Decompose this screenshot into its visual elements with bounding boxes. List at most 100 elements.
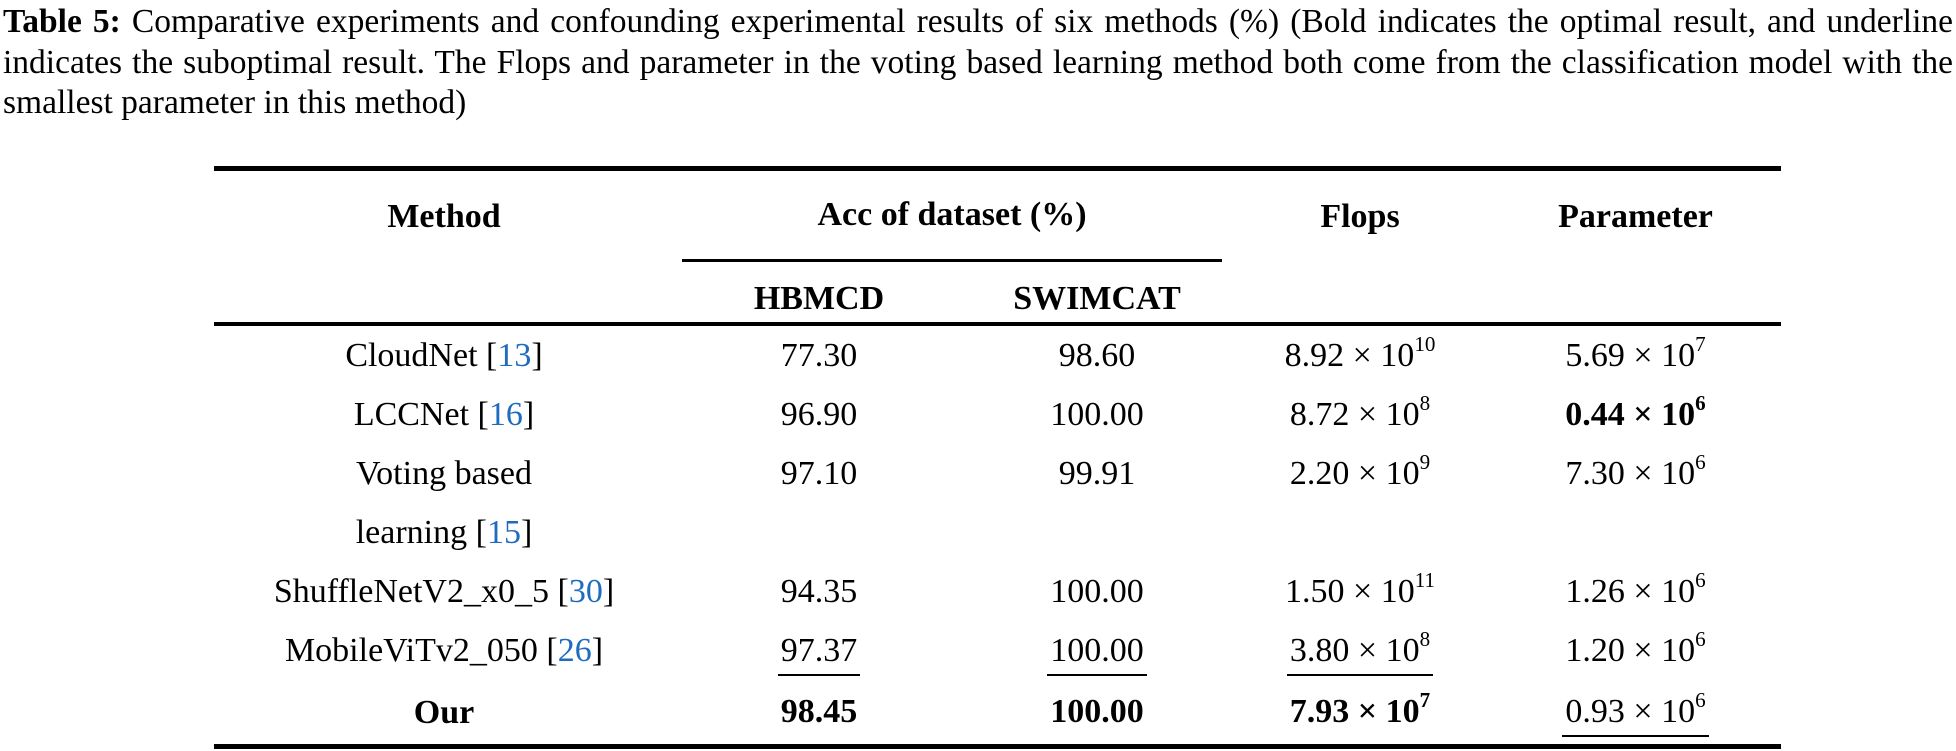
table-row: MobileViTv2_050 [26] 97.37 100.00 3.80 × 10… [214, 621, 1781, 680]
value: 8.92 × 1010 [1284, 332, 1436, 374]
flops-value-cell: 8.72 × 108 [1230, 385, 1490, 444]
parameter-value-cell: 5.69 × 107 [1490, 324, 1781, 385]
method-cell: CloudNet [13] [214, 324, 674, 385]
exponent: 8 [1419, 627, 1431, 652]
value: 3.80 × 108 [1286, 629, 1434, 676]
exponent: 6 [1695, 450, 1706, 475]
table-header: Method Acc of dataset (%) Flops Paramete… [214, 169, 1782, 326]
exponent: 7 [1419, 688, 1431, 713]
exponent: 7 [1695, 332, 1706, 357]
value: 1.26 × 106 [1565, 568, 1706, 610]
value: 100.00 [1050, 573, 1144, 610]
value: 1.20 × 106 [1565, 627, 1706, 669]
col-header-empty [1490, 262, 1782, 326]
method-label: Our [413, 693, 475, 731]
parameter-value-cell: 1.20 × 106 [1490, 621, 1781, 680]
flops-value-cell: 8.92 × 1010 [1230, 324, 1490, 385]
results-table: Method Acc of dataset (%) Flops Paramete… [214, 166, 1782, 749]
caption-label: Table 5: [3, 3, 121, 40]
hbmcd-value-cell: 97.37 [674, 621, 964, 680]
method-cell: Our [214, 680, 674, 747]
col-header-swimcat: SWIMCAT [964, 262, 1231, 326]
value: 100.00 [1050, 693, 1144, 730]
value: 98.60 [1058, 337, 1136, 374]
method-cell: MobileViTv2_050 [26] [214, 621, 674, 680]
exponent: 11 [1414, 568, 1435, 593]
method-cell: LCCNet [16] [214, 385, 674, 444]
hbmcd-value-cell: 94.35 [674, 562, 964, 621]
value: 99.91 [1058, 455, 1136, 492]
method-label: ShuffleNetV2_x0_5 [30] [273, 573, 615, 610]
citation-link[interactable]: 16 [488, 396, 523, 433]
col-header-flops: Flops [1320, 197, 1400, 235]
value: 5.69 × 107 [1565, 332, 1706, 374]
method-label: LCCNet [16] [353, 396, 535, 433]
method-label: CloudNet [13] [345, 337, 543, 374]
table-row: Voting based learning [15] 97.10 99.91 2.20 … [214, 444, 1781, 562]
col-header-empty [214, 262, 674, 326]
hbmcd-value-cell: 97.10 [674, 444, 964, 562]
value: 96.90 [780, 396, 858, 433]
value: 97.37 [777, 632, 861, 676]
citation-link[interactable]: 26 [557, 632, 592, 669]
value: 7.93 × 107 [1289, 688, 1431, 730]
exponent: 6 [1695, 688, 1706, 713]
table-row: ShuffleNetV2_x0_5 [30] 94.35 100.00 1.50 × … [214, 562, 1781, 621]
value: 98.45 [780, 693, 858, 730]
col-header-empty [1230, 262, 1491, 326]
exponent: 10 [1414, 332, 1436, 357]
value: 2.20 × 109 [1289, 450, 1431, 492]
flops-value-cell: 1.50 × 1011 [1230, 562, 1490, 621]
exponent: 6 [1695, 627, 1706, 652]
col-header-parameter: Parameter [1558, 197, 1713, 235]
col-header-hbmcd: HBMCD [674, 262, 964, 326]
value: 8.72 × 108 [1289, 391, 1431, 433]
exponent: 8 [1419, 391, 1431, 416]
value: 7.30 × 106 [1565, 450, 1706, 492]
value: 77.30 [780, 337, 858, 374]
flops-value-cell: 3.80 × 108 [1230, 621, 1490, 680]
method-cell: Voting based learning [15] [214, 444, 674, 562]
citation-link[interactable]: 30 [568, 573, 603, 610]
value: 94.35 [780, 573, 858, 610]
value: 100.00 [1050, 396, 1144, 433]
method-label: Voting based [356, 455, 532, 492]
value: 0.93 × 106 [1562, 690, 1709, 737]
method-label: learning [15] [355, 514, 533, 551]
table-row: Our 98.45 100.00 7.93 × 107 0.93 × 106 [214, 680, 1781, 747]
swimcat-value-cell: 100.00 [964, 621, 1230, 680]
exponent: 6 [1695, 391, 1706, 416]
parameter-value-cell: 7.30 × 106 [1490, 444, 1781, 562]
citation-link[interactable]: 13 [497, 337, 532, 374]
caption-text: Comparative experiments and confounding … [3, 3, 1953, 121]
hbmcd-value-cell: 98.45 [674, 680, 964, 747]
col-header-method: Method [387, 197, 501, 235]
swimcat-value-cell: 100.00 [964, 562, 1230, 621]
table-caption: Table 5: Comparative experiments and con… [3, 2, 1953, 124]
swimcat-value-cell: 100.00 [964, 680, 1230, 747]
table-row: CloudNet [13] 77.30 98.60 8.92 × 1010 5.69 ×… [214, 324, 1781, 385]
parameter-value-cell: 0.93 × 106 [1490, 680, 1781, 747]
swimcat-value-cell: 100.00 [964, 385, 1230, 444]
hbmcd-value-cell: 77.30 [674, 324, 964, 385]
parameter-value-cell: 0.44 × 106 [1490, 385, 1781, 444]
exponent: 9 [1419, 450, 1431, 475]
exponent: 6 [1695, 568, 1706, 593]
hbmcd-value-cell: 96.90 [674, 385, 964, 444]
method-label: MobileViTv2_050 [26] [284, 632, 604, 669]
value: 100.00 [1047, 632, 1147, 676]
table-row: LCCNet [16] 96.90 100.00 8.72 × 108 0.44 × 1… [214, 385, 1781, 444]
flops-value-cell: 7.93 × 107 [1230, 680, 1490, 747]
acc-group-label: Acc of dataset (%) [682, 171, 1223, 262]
flops-value-cell: 2.20 × 109 [1230, 444, 1490, 562]
value: 97.10 [780, 455, 858, 492]
swimcat-value-cell: 98.60 [964, 324, 1230, 385]
method-cell: ShuffleNetV2_x0_5 [30] [214, 562, 674, 621]
swimcat-value-cell: 99.91 [964, 444, 1230, 562]
parameter-value-cell: 1.26 × 106 [1490, 562, 1781, 621]
value: 1.50 × 1011 [1285, 568, 1435, 610]
value: 0.44 × 106 [1565, 391, 1706, 433]
citation-link[interactable]: 15 [486, 514, 521, 551]
table-body: CloudNet [13] 77.30 98.60 8.92 × 1010 5.69 ×… [214, 324, 1781, 747]
col-header-acc-group: Acc of dataset (%) [674, 169, 1230, 262]
